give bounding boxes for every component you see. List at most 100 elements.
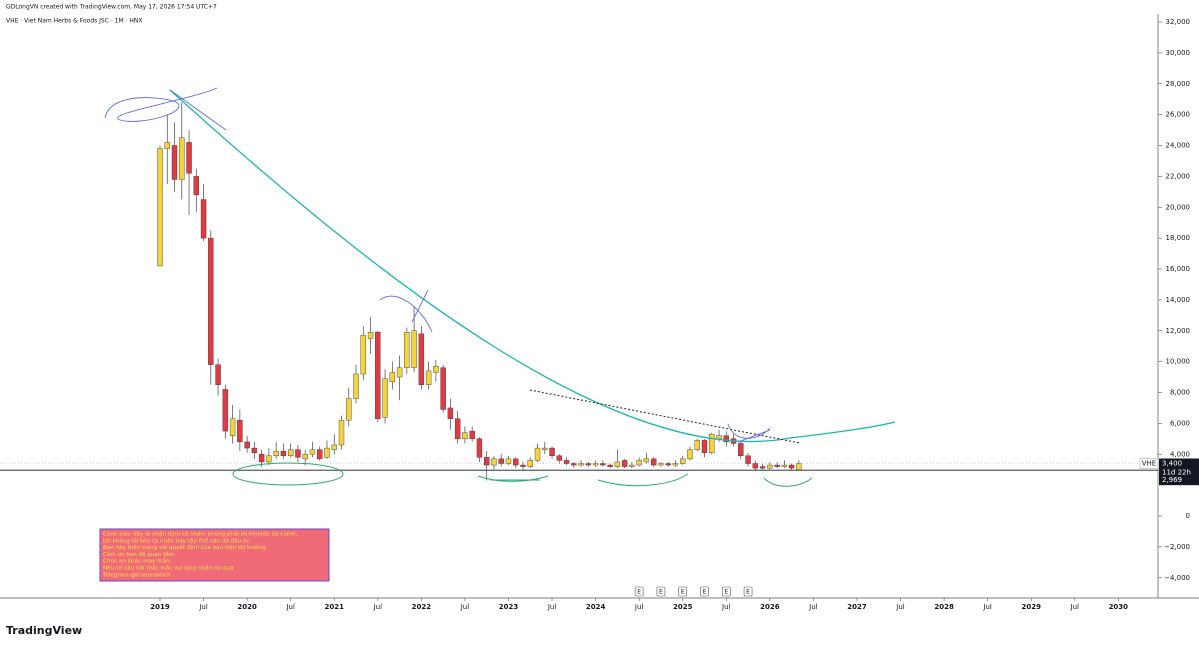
candle-body — [309, 449, 316, 455]
candle-body — [629, 464, 635, 467]
x-tick-label: Jul — [198, 603, 208, 611]
candle-body — [367, 332, 374, 339]
y-tick-label: 28,000 — [1166, 80, 1191, 88]
candle-body — [556, 455, 562, 461]
x-tick-label: 2028 — [934, 603, 954, 611]
countdown-label: 11d 22h — [1162, 469, 1191, 477]
x-tick-label: Jul — [808, 603, 818, 611]
x-tick-label: 2022 — [412, 603, 432, 611]
y-tick-label: −4,000 — [1164, 574, 1190, 582]
candle-body — [454, 418, 461, 440]
y-tick-label: 4,000 — [1170, 450, 1190, 458]
x-tick-label: 2024 — [586, 603, 606, 611]
candle-body — [418, 333, 425, 385]
candle-body — [375, 332, 381, 419]
candle-body — [788, 464, 795, 469]
credit: GDLongVN created with TradingView.com, M… — [6, 4, 217, 11]
note-box — [99, 528, 330, 582]
drawings — [104, 87, 896, 487]
candle-body — [585, 463, 592, 466]
candle-body — [723, 435, 729, 443]
candle-body — [745, 455, 751, 464]
note-line: Telegram:@traderdutich — [102, 572, 171, 578]
chart-title: VHE · Viet Nam Herbs & Foods JSC · 1M · … — [6, 18, 142, 25]
candle-body — [258, 454, 265, 463]
x-tick-label: Jul — [373, 603, 383, 611]
candle-body — [476, 438, 483, 458]
candle-body — [621, 460, 628, 467]
candle-body — [716, 435, 722, 440]
y-tick-label: 24,000 — [1166, 142, 1191, 150]
note: Cảnh báo: đây là nhận định cá nhân, khôn… — [102, 531, 298, 579]
candle-body — [382, 378, 388, 418]
event-label: E — [681, 589, 685, 596]
candle-body — [796, 463, 802, 470]
candle-body — [571, 463, 577, 466]
candle-body — [237, 420, 243, 443]
candle-body — [643, 458, 650, 463]
candle-body — [767, 464, 773, 469]
x-tick-label: 2029 — [1021, 603, 1041, 611]
hand-drawing — [104, 87, 227, 131]
candle-body — [338, 420, 345, 446]
candle-body — [353, 373, 359, 399]
candle-body — [433, 366, 439, 373]
x-tick-label: Jul — [285, 603, 295, 611]
x-tick-label: Jul — [721, 603, 731, 611]
candle-body — [498, 458, 504, 464]
x-tick-label: 2021 — [324, 603, 344, 611]
candle-body — [534, 447, 541, 461]
x-tick-label: Jul — [634, 603, 644, 611]
candle-body — [636, 460, 642, 466]
candle-body — [440, 367, 446, 410]
note-line: Bạn hãy thận trọng với quyết định của bạ… — [103, 544, 268, 551]
candle-body — [266, 455, 272, 463]
candle-body — [331, 444, 337, 450]
hline-label: 2,969 — [1162, 476, 1182, 484]
y-tick-label: 0 — [1186, 512, 1190, 520]
candle-body — [578, 463, 584, 466]
event-marker — [678, 586, 688, 597]
candle-body — [200, 199, 207, 239]
candle-body — [164, 142, 170, 149]
candle-body — [280, 450, 287, 456]
x-tick-label: 2027 — [847, 603, 867, 611]
candle-body — [680, 458, 686, 464]
event-marker — [743, 586, 753, 597]
y-tick-label: −2,000 — [1164, 543, 1190, 551]
candle-body — [171, 145, 178, 180]
candle-body — [658, 463, 664, 466]
candle-body — [650, 458, 657, 466]
candle-body — [563, 460, 570, 464]
x-tick-label: Jul — [982, 603, 992, 611]
event-label: E — [746, 589, 750, 596]
hand-drawing — [379, 289, 433, 333]
trend-curve — [169, 89, 896, 443]
dashed-trendline — [529, 389, 801, 444]
hand-drawing — [763, 477, 813, 487]
candle-body — [505, 458, 512, 464]
hand-drawing — [727, 423, 771, 443]
candle-body — [614, 461, 621, 467]
y-tick-label: 22,000 — [1166, 172, 1191, 180]
candle-body — [607, 464, 613, 467]
candle-body — [208, 237, 214, 365]
event-label: E — [703, 589, 707, 596]
event-marker — [656, 586, 666, 597]
candle-body — [273, 450, 279, 456]
candle-body — [759, 466, 766, 469]
candle-body — [491, 458, 497, 466]
last-price-label: 3,400 — [1162, 460, 1182, 468]
candle-body — [229, 418, 236, 436]
candle-body — [592, 463, 599, 466]
note-line: Chúc an lành, may mắn. — [103, 558, 172, 565]
y-tick-label: 32,000 — [1166, 18, 1191, 26]
candle-body — [738, 443, 744, 456]
candle-body — [404, 332, 410, 369]
y-tick-label: 30,000 — [1166, 49, 1191, 57]
candle-body — [665, 463, 671, 466]
hand-drawing — [597, 473, 689, 487]
candle-body — [549, 447, 555, 456]
